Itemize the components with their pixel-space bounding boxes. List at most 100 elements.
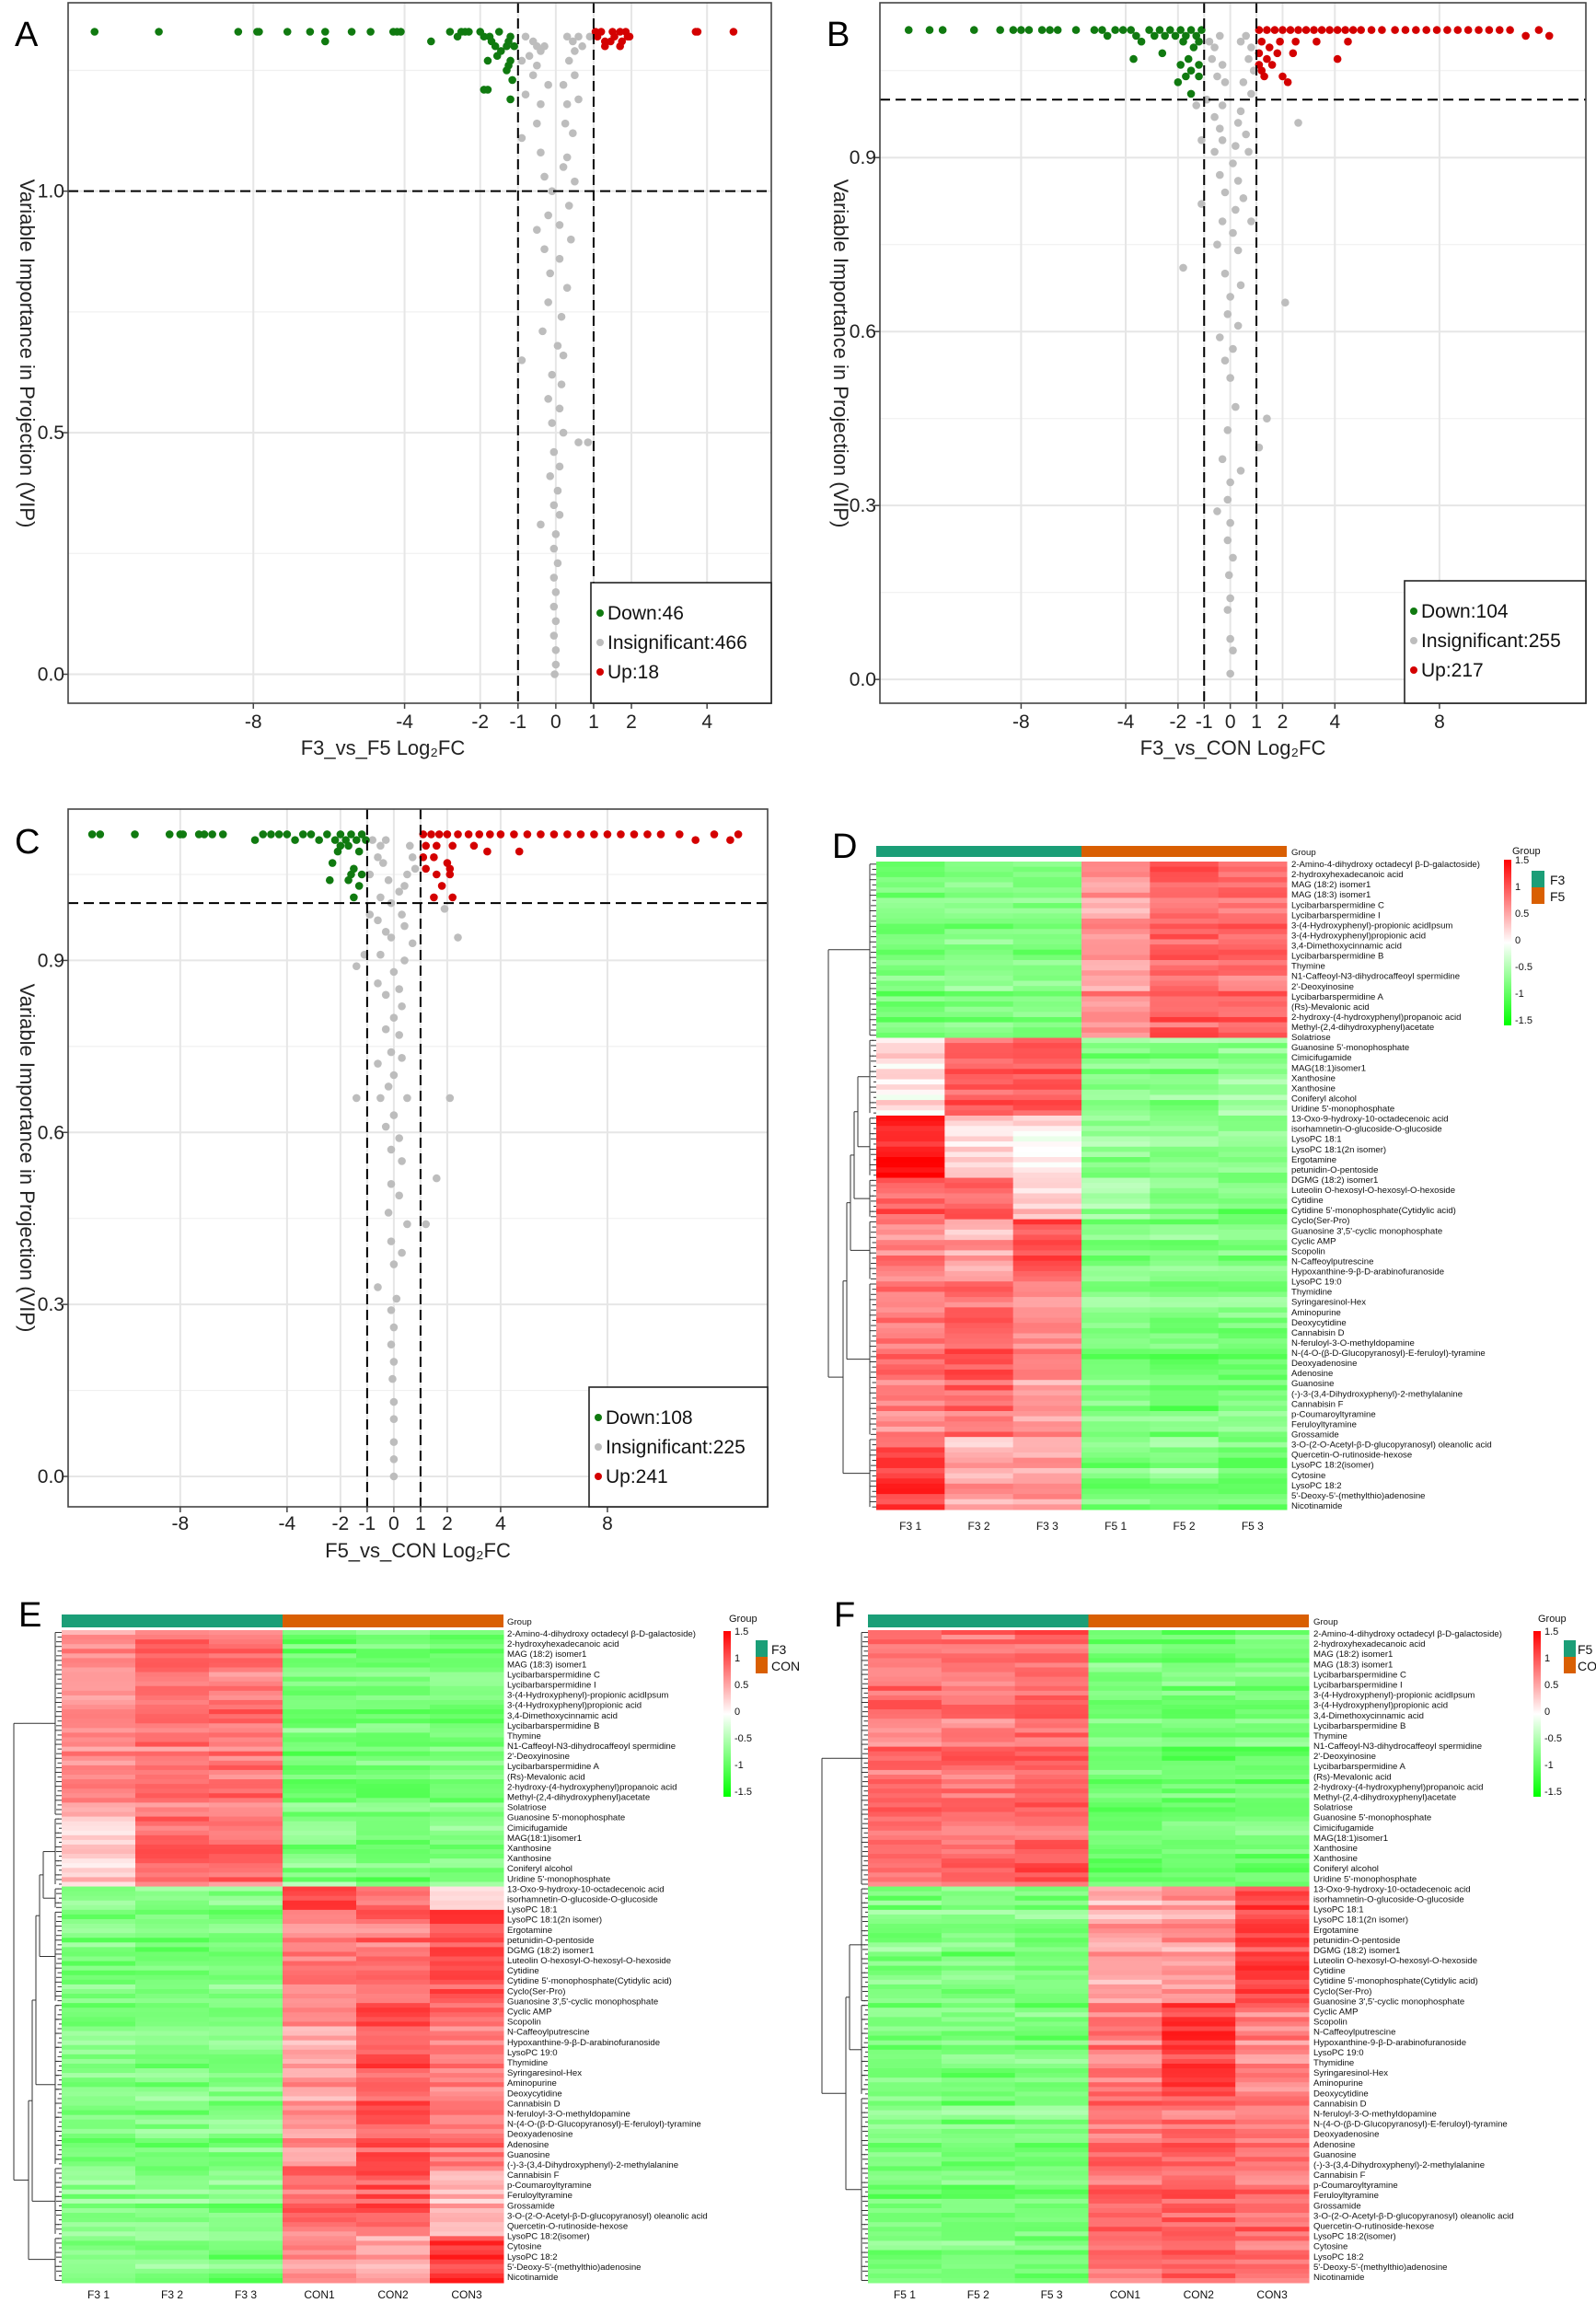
heatmap-cell xyxy=(1162,1951,1236,1957)
heatmap-cell xyxy=(62,2133,136,2139)
heatmap-cell xyxy=(135,1709,210,1715)
heatmap-cell xyxy=(1088,1719,1162,1724)
heatmap-cell xyxy=(1162,1705,1236,1710)
down-point xyxy=(1017,26,1025,34)
heatmap-cell xyxy=(944,986,1014,992)
heatmap-cell xyxy=(1218,1467,1288,1475)
heatmap-cell xyxy=(868,1984,943,1990)
heatmap-cell xyxy=(62,1998,136,2004)
heatmap-cell xyxy=(135,2012,210,2018)
heatmap-cell xyxy=(135,2077,210,2083)
heatmap-cell xyxy=(1150,1406,1220,1412)
heatmap-cell xyxy=(1235,2231,1310,2237)
up-point xyxy=(1270,26,1279,34)
insignificant-point xyxy=(550,670,559,678)
insignificant-point xyxy=(395,1191,403,1200)
up-point xyxy=(630,830,639,839)
down-point xyxy=(1037,26,1047,34)
heatmap-cell xyxy=(1088,2207,1162,2214)
heatmap-cell xyxy=(1088,1714,1162,1719)
heatmap-cell xyxy=(941,1974,1016,1981)
heatmap-cell xyxy=(1081,1059,1151,1065)
heatmap-cell xyxy=(1162,1947,1236,1952)
insignificant-point xyxy=(398,1157,406,1165)
heatmap-cell xyxy=(283,2003,357,2008)
up-point xyxy=(510,830,518,839)
up-point xyxy=(515,847,524,856)
heatmap-cell xyxy=(1218,1022,1288,1028)
heatmap-cell xyxy=(1162,2170,1236,2177)
legend-title: Group xyxy=(729,1614,758,1625)
up-point xyxy=(523,830,532,839)
heatmap-cell xyxy=(1218,862,1288,868)
heatmap-cell xyxy=(209,1755,283,1762)
heatmap-cell xyxy=(944,1203,1014,1209)
metabolite-label: N-(4-O-(β-D-Glucopyranosyl)-E-feruloyl)-… xyxy=(1291,1348,1486,1359)
heatmap-cell xyxy=(876,1286,945,1292)
heatmap-cell xyxy=(1081,862,1151,868)
metabolite-label: (Rs)-Mevalonic acid xyxy=(507,1772,585,1782)
heatmap-cell xyxy=(1081,1297,1151,1303)
heatmap-cell xyxy=(941,1802,1016,1808)
heatmap-cell xyxy=(1150,1037,1220,1044)
heatmap-cell xyxy=(1081,1380,1151,1386)
heatmap-cell xyxy=(876,1333,945,1339)
heatmap-cell xyxy=(1218,1063,1288,1070)
heatmap-cell xyxy=(876,1359,945,1365)
heatmap-cell xyxy=(944,1059,1014,1065)
heatmap-cell xyxy=(135,2031,210,2037)
heatmap-cell xyxy=(283,1709,357,1715)
heatmap-cell xyxy=(1218,1234,1288,1241)
heatmap-cell xyxy=(1150,1499,1220,1505)
y-tick-label: 0.9 xyxy=(38,950,64,971)
heatmap-cell xyxy=(941,2152,1016,2158)
heatmap-cell xyxy=(1150,1437,1220,1443)
heatmap-cell xyxy=(944,1198,1014,1205)
metabolite-label: MAG (18:3) isomer1 xyxy=(507,1660,586,1670)
heatmap-cell xyxy=(1162,1719,1236,1724)
heatmap-cell xyxy=(283,2100,357,2107)
insignificant-point xyxy=(1232,205,1240,214)
metabolite-label: Syringaresinol-Hex xyxy=(507,2068,582,2078)
heatmap-cell xyxy=(430,1994,504,1999)
heatmap-cell xyxy=(135,2259,210,2265)
heatmap-cell xyxy=(283,1886,357,1892)
down-point xyxy=(323,830,331,839)
up-point xyxy=(1432,26,1441,34)
heatmap-cell xyxy=(1218,1286,1288,1292)
heatmap-cell xyxy=(1088,2240,1162,2246)
heatmap-cell xyxy=(1235,1755,1310,1762)
heatmap-cell xyxy=(1235,1695,1310,1701)
heatmap-cell xyxy=(1162,1961,1236,1967)
insignificant-point xyxy=(1229,553,1237,562)
heatmap-cell xyxy=(1081,1193,1151,1199)
up-point xyxy=(448,893,457,902)
heatmap-cell xyxy=(209,2217,283,2223)
heatmap-cell xyxy=(876,1499,945,1505)
insignificant-point xyxy=(571,177,579,186)
heatmap-cell xyxy=(62,1811,136,1818)
heatmap-cell xyxy=(135,1868,210,1873)
heatmap-cell xyxy=(1162,1784,1236,1789)
heatmap-cell xyxy=(135,2268,210,2274)
heatmap-cell xyxy=(944,1260,1014,1267)
up-point xyxy=(600,41,609,51)
heatmap-cell xyxy=(430,1951,504,1957)
metabolite-label: (-)-3-(3,4-Dihydroxyphenyl)-2-methylalan… xyxy=(1291,1389,1463,1399)
heatmap-cell xyxy=(941,1984,1016,1990)
x-tick-label: 4 xyxy=(495,1513,506,1534)
heatmap-cell xyxy=(209,1872,283,1878)
metabolite-label: LysoPC 18:1 xyxy=(1291,1135,1342,1145)
heatmap-cell xyxy=(1162,1774,1236,1780)
heatmap-cell xyxy=(1218,1400,1288,1406)
heatmap-cell xyxy=(1218,1213,1288,1221)
heatmap-cell xyxy=(876,1100,945,1106)
heatmap-cell xyxy=(868,1784,943,1789)
heatmap-cell xyxy=(876,1053,945,1059)
metabolite-label: DGMG (18:2) isomer1 xyxy=(1313,1946,1400,1956)
insignificant-point xyxy=(398,1248,406,1257)
heatmap-cell xyxy=(135,1947,210,1952)
insignificant-point xyxy=(398,1001,406,1011)
up-point xyxy=(1310,26,1318,34)
heatmap-cell xyxy=(868,2077,943,2083)
